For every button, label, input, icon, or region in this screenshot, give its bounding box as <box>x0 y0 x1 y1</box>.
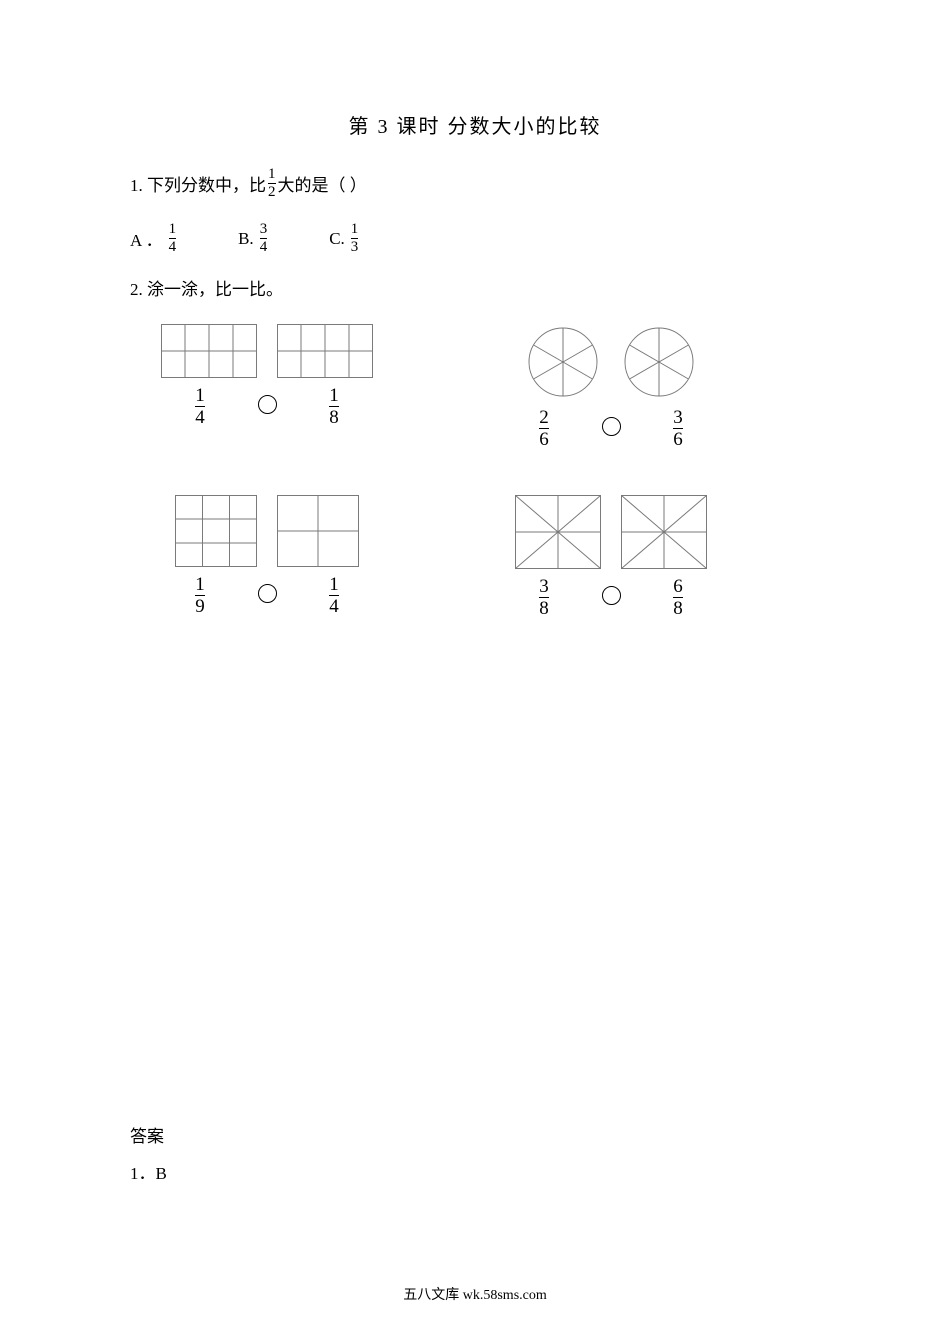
question-2: 2. 涂一涂，比一比。 <box>130 275 820 300</box>
compare-circle-icon <box>258 395 277 414</box>
labels-1: 1 4 1 8 <box>160 386 374 427</box>
answer-1: 1．B <box>130 1159 167 1184</box>
fraction-left-3: 1 9 <box>195 575 205 616</box>
shapes-grid <box>175 495 359 567</box>
choice-c-label: C. <box>329 229 345 249</box>
pie6-left <box>525 324 601 400</box>
compare-circle-icon <box>602 417 621 436</box>
choice-c: C. 1 3 <box>329 222 360 255</box>
page-title: 第 3 课时 分数大小的比较 <box>130 110 820 139</box>
choice-b-label: B. <box>238 229 254 249</box>
compare-circle-icon <box>602 586 621 605</box>
fraction-1-4: 1 4 <box>169 222 177 255</box>
rect-x8-left <box>515 495 601 569</box>
shapes-pie6 <box>525 324 697 400</box>
fraction-left-4: 3 8 <box>539 577 549 618</box>
figure-row-2: 1 9 1 4 <box>130 495 820 618</box>
shapes-rect2x4 <box>161 324 373 378</box>
fraction-1-3: 1 3 <box>351 222 359 255</box>
q1-choices: A ． 1 4 B. 3 4 C. 1 3 <box>130 222 820 255</box>
fraction-left-2: 2 6 <box>539 408 549 449</box>
fraction-right-2: 3 6 <box>673 408 683 449</box>
labels-2: 2 6 3 6 <box>504 408 718 449</box>
labels-3: 1 9 1 4 <box>160 575 374 616</box>
figure-row-1: 1 4 1 8 <box>130 324 820 449</box>
fraction-right-4: 6 8 <box>673 577 683 618</box>
pair-3-8-vs-6-8: 3 8 6 8 <box>504 495 718 618</box>
answers-heading: 答案 <box>130 1122 167 1147</box>
fraction-one-half: 1 2 <box>268 167 276 200</box>
q1-suffix: 大的是（ ） <box>278 171 367 196</box>
rect-2x2 <box>277 495 359 567</box>
shapes-x8 <box>515 495 707 569</box>
rect-3x3 <box>175 495 257 567</box>
pair-2-6-vs-3-6: 2 6 3 6 <box>504 324 718 449</box>
q1-prefix: 1. 下列分数中，比 <box>130 171 266 196</box>
fraction-left-1: 1 4 <box>195 386 205 427</box>
rect-2x4-right <box>277 324 373 378</box>
choice-a: A ． 1 4 <box>130 222 178 255</box>
compare-circle-icon <box>258 584 277 603</box>
pair-1-4-vs-1-8: 1 4 1 8 <box>160 324 374 449</box>
labels-4: 3 8 6 8 <box>504 577 718 618</box>
fraction-right-3: 1 4 <box>329 575 339 616</box>
page-footer: 五八文库 wk.58sms.com <box>130 1284 820 1304</box>
rect-x8-right <box>621 495 707 569</box>
answers-section: 答案 1．B <box>130 1122 167 1184</box>
fraction-right-1: 1 8 <box>329 386 339 427</box>
fraction-3-4: 3 4 <box>260 222 268 255</box>
pie6-right <box>621 324 697 400</box>
worksheet-page: 第 3 课时 分数大小的比较 1. 下列分数中，比 1 2 大的是（ ） A ．… <box>0 0 950 1344</box>
pair-1-9-vs-1-4: 1 9 1 4 <box>160 495 374 618</box>
choice-b: B. 3 4 <box>238 222 269 255</box>
question-1: 1. 下列分数中，比 1 2 大的是（ ） <box>130 167 820 200</box>
choice-a-label: A ． <box>130 226 163 251</box>
rect-2x4-left <box>161 324 257 378</box>
